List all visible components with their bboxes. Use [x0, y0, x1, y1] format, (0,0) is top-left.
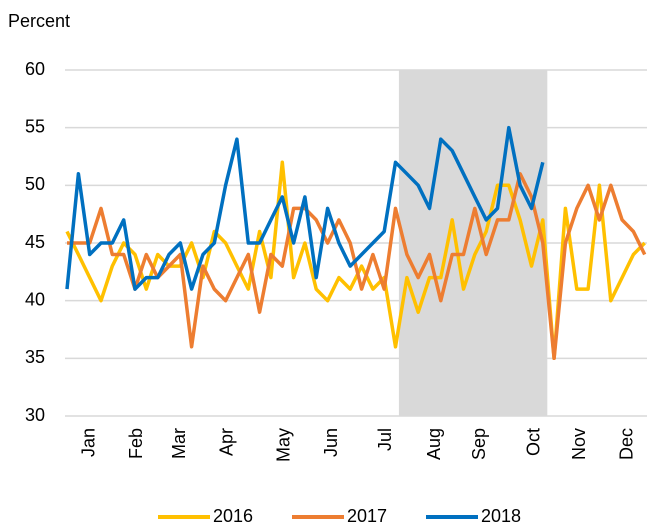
- x-tick-label: Oct: [524, 428, 544, 456]
- series-line: [67, 172, 647, 361]
- x-tick-label: Apr: [217, 428, 237, 456]
- x-tick-label: May: [273, 428, 293, 462]
- x-tick-label: Aug: [424, 428, 444, 460]
- x-tick-label: Jun: [321, 428, 341, 457]
- legend-label: 2018: [481, 506, 521, 525]
- x-tick-label: Jul: [375, 428, 395, 451]
- y-tick-label: 60: [25, 59, 45, 79]
- y-tick-label: 35: [25, 347, 45, 367]
- y-tick-label: 45: [25, 232, 45, 252]
- x-tick-label: Sep: [469, 428, 489, 460]
- x-tick-label: Mar: [169, 428, 189, 459]
- y-tick-label: 40: [25, 289, 45, 309]
- y-tick-label: 55: [25, 116, 45, 136]
- x-tick-label: Jan: [78, 428, 98, 457]
- x-tick-label: Dec: [616, 428, 636, 460]
- x-tick-label: Feb: [126, 428, 146, 459]
- legend-label: 2017: [347, 506, 387, 525]
- y-tick-label: 50: [25, 174, 45, 194]
- series-line: [65, 125, 545, 291]
- y-axis-label: Percent: [8, 11, 70, 31]
- x-tick-label: Nov: [569, 428, 589, 460]
- y-tick-label: 30: [25, 405, 45, 425]
- legend-label: 2016: [213, 506, 253, 525]
